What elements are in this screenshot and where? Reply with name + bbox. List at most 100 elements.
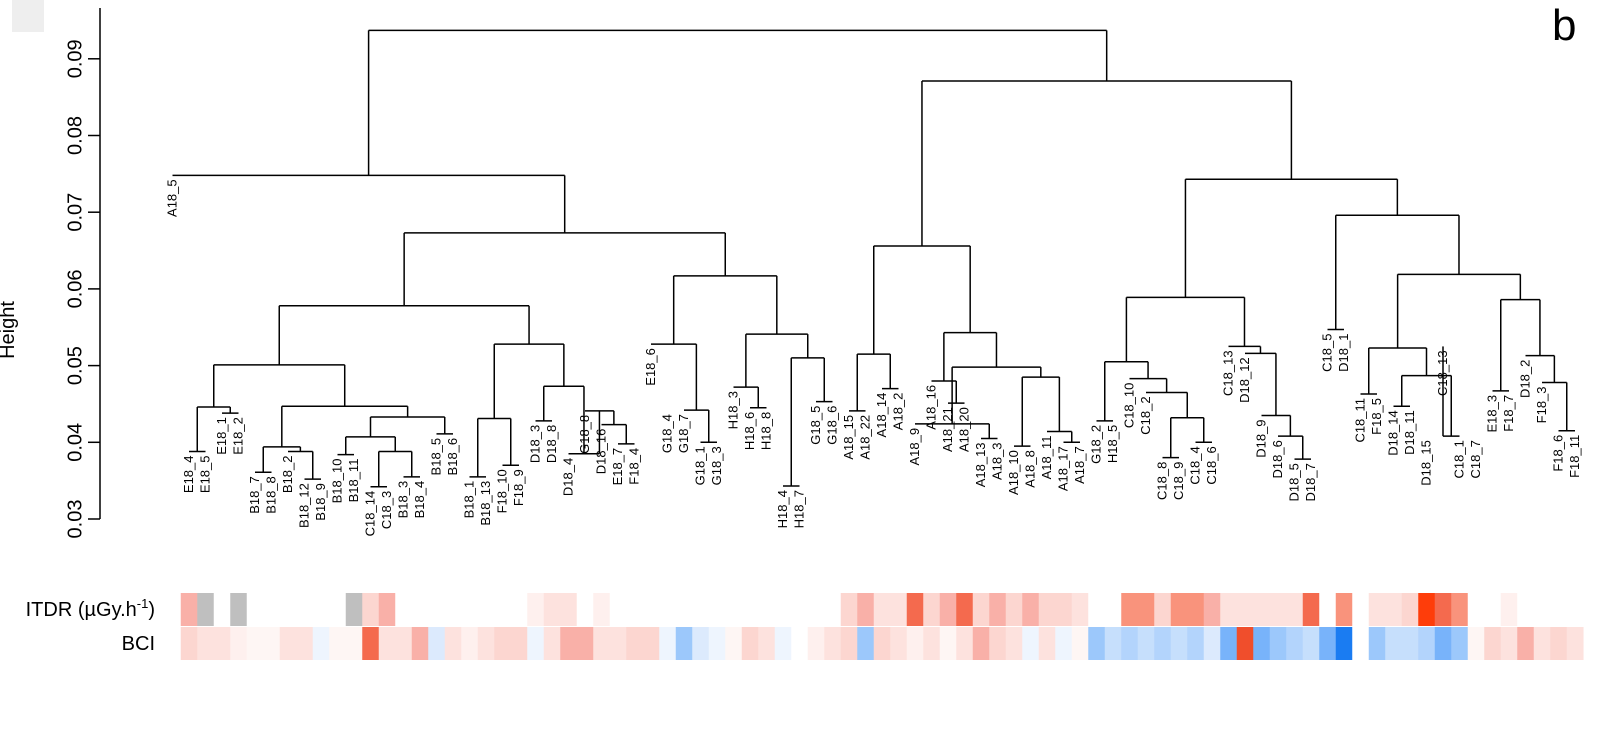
bci-cell <box>1269 627 1287 660</box>
itdr-cell <box>1022 593 1040 626</box>
bci-cell <box>1335 627 1353 660</box>
itdr-cell <box>1236 593 1254 626</box>
bci-cell <box>576 627 594 660</box>
leaf-label: B18_6 <box>445 438 460 476</box>
itdr-cell <box>560 593 578 626</box>
leaf-label: E18_1 <box>214 417 229 455</box>
leaf-label: D18_8 <box>544 425 559 463</box>
itdr-cell <box>230 593 248 626</box>
itdr-cell <box>774 593 792 626</box>
leaf-label: A18_14 <box>874 393 889 438</box>
leaf-label: H18_8 <box>759 412 774 450</box>
bci-cell <box>890 627 908 660</box>
itdr-cell <box>1269 593 1287 626</box>
leaf-label: D18_11 <box>1402 410 1417 455</box>
leaf-label: D18_12 <box>1237 357 1252 403</box>
itdr-cell <box>1187 593 1205 626</box>
leaf-label: C18_14 <box>363 491 378 537</box>
bci-cell <box>230 627 248 660</box>
itdr-cell <box>972 593 990 626</box>
bci-cell <box>1467 627 1485 660</box>
bci-cell <box>692 627 710 660</box>
leaf-label: F18_7 <box>1501 395 1516 432</box>
bci-cell <box>1203 627 1221 660</box>
bci-cell <box>246 627 264 660</box>
itdr-cell <box>659 593 677 626</box>
leaf-label: A18_10 <box>1006 450 1021 495</box>
itdr-cell <box>1104 593 1122 626</box>
itdr-cell <box>1385 593 1403 626</box>
bci-cell <box>1352 627 1370 660</box>
leaf-label: D18_15 <box>1419 440 1434 486</box>
bci-cell <box>1137 627 1155 660</box>
itdr-cell <box>1121 593 1139 626</box>
itdr-cell <box>1434 593 1452 626</box>
itdr-cell <box>1319 593 1337 626</box>
leaf-label: B18_11 <box>346 459 361 503</box>
leaf-label: D18_16 <box>594 429 609 475</box>
bci-cell <box>279 627 297 660</box>
leaf-label: D18_4 <box>561 458 576 496</box>
bci-cell <box>708 627 726 660</box>
itdr-cell <box>461 593 479 626</box>
bci-cell <box>939 627 957 660</box>
itdr-cell <box>906 593 924 626</box>
leaf-label: H18_3 <box>726 391 741 429</box>
itdr-label-sup: -1 <box>137 596 149 611</box>
panel-label: b <box>1552 1 1576 50</box>
itdr-cell <box>312 593 330 626</box>
leaf-label: F18_3 <box>1534 386 1549 423</box>
bci-cell <box>1104 627 1122 660</box>
itdr-cell <box>543 593 561 626</box>
itdr-cell <box>675 593 693 626</box>
bci-cell <box>675 627 693 660</box>
bci-cell <box>972 627 990 660</box>
leaf-label: E18_3 <box>1485 395 1500 433</box>
leaf-label: B18_10 <box>330 459 345 504</box>
bci-cell <box>1550 627 1568 660</box>
itdr-cell <box>477 593 495 626</box>
bci-cell <box>1187 627 1205 660</box>
itdr-cell <box>626 593 644 626</box>
bci-cell <box>1566 627 1584 660</box>
y-tick-label: 0.09 <box>64 39 86 78</box>
bci-cell <box>1220 627 1238 660</box>
leaf-label: C18_1 <box>1452 440 1467 478</box>
bci-cell <box>312 627 330 660</box>
leaf-label: D18_5 <box>1287 463 1302 501</box>
leaf-label: E18_5 <box>198 456 213 494</box>
bci-cell <box>213 627 231 660</box>
leaf-label: C18_3 <box>379 491 394 529</box>
leaf-label: B18_2 <box>280 456 295 494</box>
itdr-cell <box>1220 593 1238 626</box>
leaf-label: D18_3 <box>528 425 543 463</box>
leaf-label: C18_7 <box>1468 440 1483 478</box>
leaf-label: B18_9 <box>313 483 328 521</box>
itdr-cell <box>279 593 297 626</box>
itdr-label-text: ITDR (µGy.h <box>26 599 137 621</box>
leaf-label: A18_16 <box>924 385 939 430</box>
leaf-label: C18_5 <box>1320 334 1335 372</box>
bci-cell <box>1385 627 1403 660</box>
y-tick-label: 0.04 <box>64 423 86 462</box>
leaf-label: A18_3 <box>990 442 1005 480</box>
itdr-cell <box>741 593 759 626</box>
leaf-label: A18_9 <box>907 428 922 466</box>
bci-cell <box>626 627 644 660</box>
itdr-cell <box>494 593 512 626</box>
bci-cell <box>1500 627 1518 660</box>
bci-cell <box>923 627 941 660</box>
itdr-cell <box>362 593 380 626</box>
bci-cell <box>873 627 891 660</box>
bci-cell <box>1418 627 1436 660</box>
leaf-label: D18_14 <box>1386 410 1401 456</box>
y-axis: 0.03 0.04 0.05 0.06 0.07 0.08 0.09 <box>64 8 101 538</box>
itdr-cell <box>246 593 264 626</box>
itdr-cell <box>1467 593 1485 626</box>
bci-cell <box>824 627 842 660</box>
itdr-cell <box>791 593 809 626</box>
itdr-cell <box>923 593 941 626</box>
itdr-cell <box>890 593 908 626</box>
leaf-label: H18_7 <box>792 490 807 528</box>
